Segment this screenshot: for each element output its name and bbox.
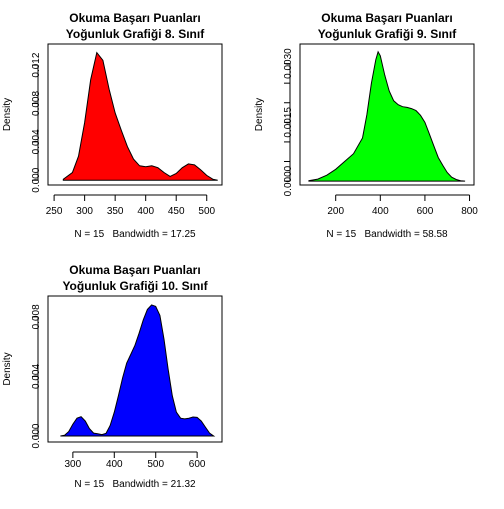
y-axis-label: Density: [2, 98, 13, 131]
x-tick-label: 400: [372, 206, 389, 217]
chart-title-line-1: Okuma Başarı Puanları: [69, 263, 200, 277]
y-tick-label: 0.0030: [283, 48, 294, 79]
density-chart-1: Okuma Başarı Puanları Yoğunluk Grafiği 8.…: [2, 11, 223, 240]
plot-frame: [47, 295, 223, 443]
density-chart-3: Okuma Başarı Puanları Yoğunluk Grafiği 10…: [2, 263, 223, 490]
y-axis: 0.0000 0.0015 0.0030: [283, 48, 294, 197]
y-tick-label: 0.0000: [283, 165, 294, 196]
y-axis: 0.000 0.004 0.008: [31, 304, 42, 449]
density-area: [308, 50, 466, 182]
chart-title-line-1: Okuma Başarı Puanları: [321, 11, 452, 25]
x-tick-label: 200: [327, 206, 344, 217]
x-tick-label: 500: [198, 206, 215, 217]
x-axis-label: N = 15 Bandwidth = 17.25: [74, 229, 196, 240]
x-axis-label: N = 15 Bandwidth = 21.32: [74, 479, 196, 490]
plot-frame: [299, 43, 475, 186]
x-tick-label: 250: [46, 206, 63, 217]
x-axis: 250 300 350 400 450 500: [46, 194, 216, 217]
x-tick-label: 300: [76, 206, 93, 217]
density-area: [62, 51, 218, 181]
chart-title-line-2: Yoğunluk Grafiği 8. Sınıf: [66, 27, 205, 41]
y-tick-label: 0.008: [31, 304, 42, 329]
y-tick-label: 0.0015: [283, 107, 294, 138]
x-tick-label: 800: [461, 206, 478, 217]
x-tick-label: 400: [106, 459, 123, 470]
x-tick-label: 600: [417, 206, 434, 217]
x-tick-label: 450: [168, 206, 185, 217]
x-axis: 200 400 600 800: [327, 194, 478, 217]
y-axis-label: Density: [2, 352, 13, 385]
x-tick-label: 300: [65, 459, 82, 470]
y-tick-label: 0.000: [31, 167, 42, 192]
y-tick-label: 0.000: [31, 423, 42, 448]
x-axis-label: N = 15 Bandwidth = 58.58: [326, 229, 448, 240]
x-tick-label: 500: [147, 459, 164, 470]
plot-frame: [47, 43, 223, 186]
x-axis: 300 400 500 600: [65, 451, 206, 470]
chart-title-line-1: Okuma Başarı Puanları: [69, 11, 200, 25]
chart-title-line-2: Yoğunluk Grafiği 10. Sınıf: [62, 279, 208, 293]
y-tick-label: 0.004: [31, 364, 42, 389]
y-axis-label: Density: [254, 98, 265, 131]
chart-title-line-2: Yoğunluk Grafiği 9. Sınıf: [318, 27, 457, 41]
y-tick-label: 0.012: [31, 52, 42, 77]
x-tick-label: 600: [189, 459, 206, 470]
y-axis: 0.000 0.004 0.008 0.012: [31, 52, 42, 193]
y-tick-label: 0.008: [31, 91, 42, 116]
density-chart-2: Okuma Başarı Puanları Yoğunluk Grafiği 9.…: [254, 11, 478, 240]
x-tick-label: 350: [107, 206, 124, 217]
y-tick-label: 0.004: [31, 129, 42, 154]
density-area: [60, 304, 216, 437]
x-tick-label: 400: [137, 206, 154, 217]
